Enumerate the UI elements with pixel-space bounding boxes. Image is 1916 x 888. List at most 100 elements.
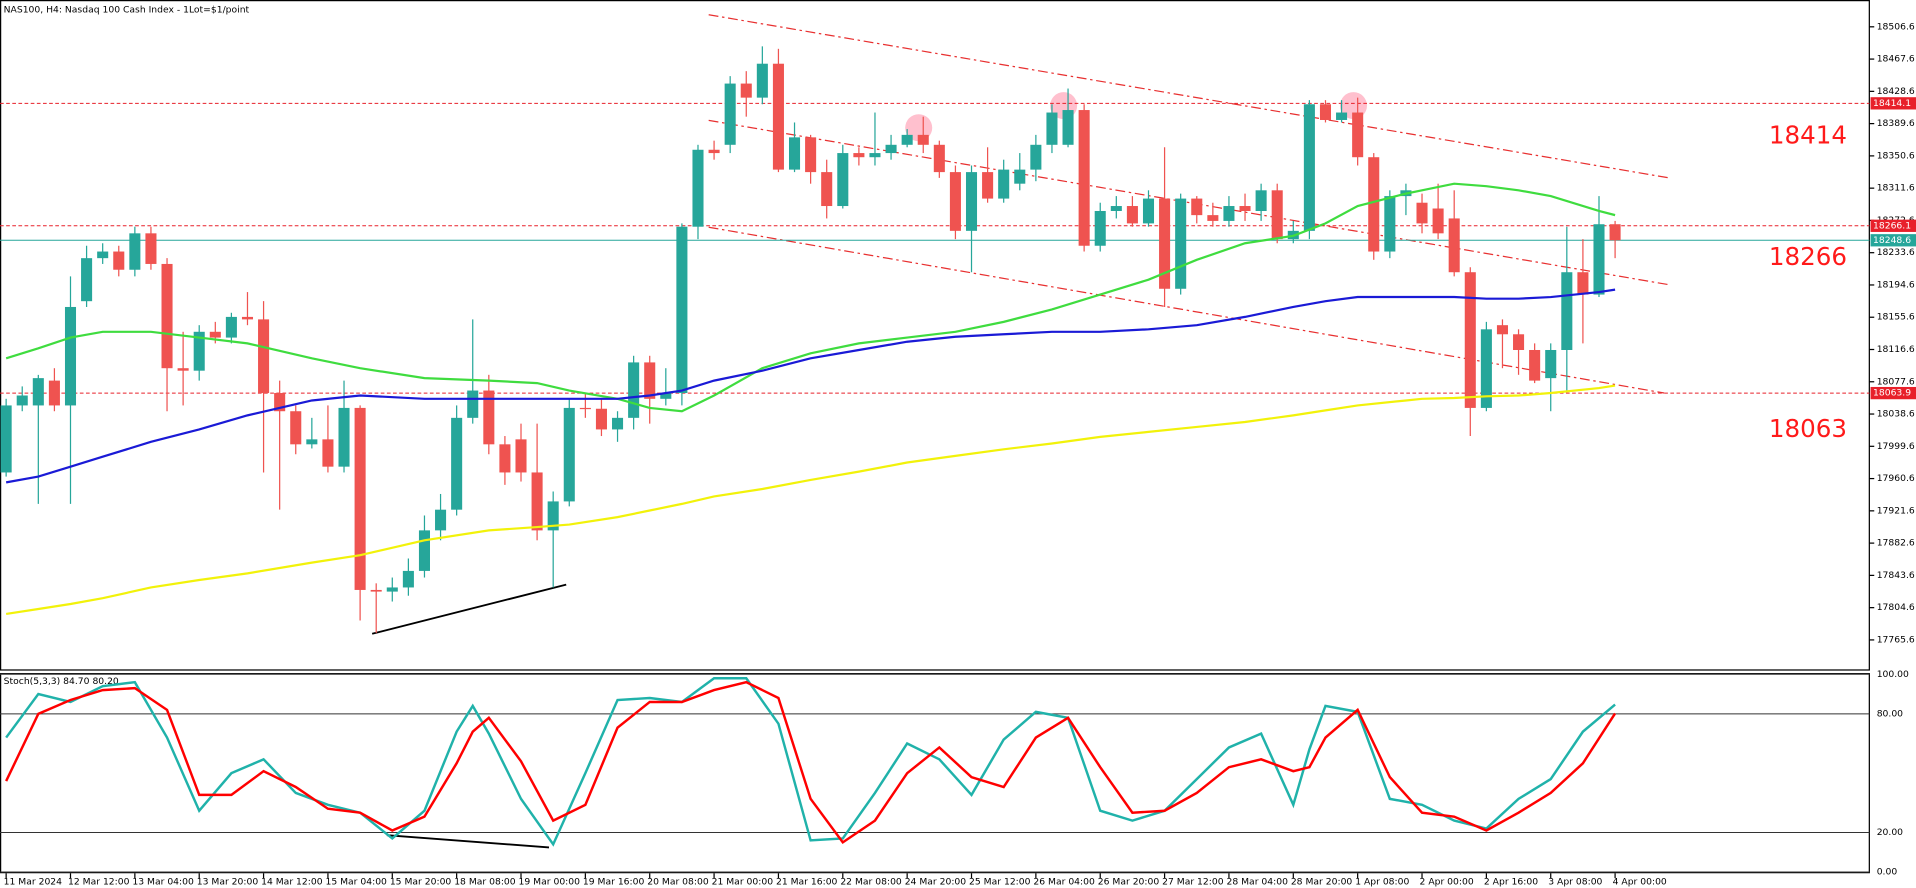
price-label-box [1870,234,1916,247]
candle-body [1529,349,1541,381]
y-tick-label: 18428.6 [1877,86,1915,97]
candle-body [531,472,543,531]
candle-body [821,172,833,207]
candle-body [48,380,60,406]
y-tick-label: 18467.6 [1877,54,1915,65]
y-tick-label: 17843.6 [1877,570,1915,581]
candle-body [274,393,286,412]
candle-body [161,263,173,369]
candle-body [290,411,302,445]
candle-body [1464,272,1476,408]
indicator-line [5,680,1617,845]
price-label-box [1870,219,1916,232]
x-tick-label: 12 Mar 12:00 [68,876,130,887]
y-tick-label: 17921.6 [1877,505,1915,516]
candle-body [1175,198,1187,289]
candle-body [837,153,849,207]
y-tick-label: 17765.6 [1877,634,1915,645]
y-tick-label: 18506.6 [1877,21,1915,32]
candle-body [177,368,189,371]
y-tick-label: 18038.6 [1877,409,1915,420]
candle-body [467,390,479,418]
candle-body [998,169,1010,199]
candle-body [708,149,720,154]
x-tick-label: 15 Mar 04:00 [325,876,387,887]
candle-body [451,417,463,510]
candle-body [1319,104,1332,120]
divergence-line [386,834,550,849]
candle-body [97,251,109,259]
candle-body [81,258,93,302]
marker-circle [1339,92,1367,120]
x-tick-label: 15 Mar 20:00 [390,876,452,887]
candle-body [515,439,527,473]
candle-body [1191,198,1203,216]
y-tick-label: 80.00 [1877,708,1903,719]
candle-body [676,226,688,394]
candle-body [1094,210,1106,246]
candle-body [241,316,254,320]
candle-body [788,137,801,170]
candle-body [322,439,334,467]
candle-body [660,393,672,399]
x-tick-label: 14 Mar 12:00 [261,876,323,887]
x-tick-label: 24 Mar 20:00 [905,876,967,887]
x-tick-label: 21 Mar 16:00 [776,876,838,887]
y-tick-label: 18155.6 [1877,312,1915,323]
candle-body [0,405,12,473]
candle-body [1368,157,1380,252]
marker-circle [905,114,933,142]
candle-body [258,319,270,394]
x-tick-label: 25 Mar 12:00 [969,876,1031,887]
candle-body [1609,224,1621,241]
candle-body [1239,206,1251,211]
x-tick-label: 26 Mar 04:00 [1033,876,1095,887]
level-annotation: 18266 [1769,242,1847,271]
stoch-title: Stoch(5,3,3) 84.70 80.20 [4,676,119,687]
level-annotation: 18063 [1769,414,1847,443]
candle-body [1448,218,1460,273]
candle-body [145,233,157,264]
channel-lower [708,226,1665,394]
divergence-line [371,583,567,635]
candle-body [1545,349,1557,379]
candle-body [949,172,961,231]
y-tick-label: 18311.6 [1877,183,1915,194]
candle-body [595,408,607,430]
price-label: 18248.6 [1873,235,1911,246]
price-label: 18414.1 [1873,98,1911,109]
y-tick-label: 100.00 [1877,669,1909,680]
candle-body [772,63,784,170]
y-tick-label: 18077.6 [1877,376,1915,387]
candle-body [805,137,817,173]
candle-body [917,134,929,145]
candle-body [1271,190,1283,240]
candle-body [692,149,704,227]
y-tick-label: 18350.6 [1877,150,1915,161]
candle-body [901,134,913,145]
candle-body [113,251,125,270]
candle-body [885,144,897,154]
y-tick-label: 18233.6 [1877,247,1915,258]
candle-body [869,153,881,158]
chart-title: NAS100, H4: Nasdaq 100 Cash Index - 1Lot… [4,4,250,15]
candle-body [1432,208,1444,234]
candle-body [933,144,945,173]
y-tick-label: 0.00 [1877,867,1898,878]
candle-body [370,589,382,592]
candle-body [1303,104,1315,231]
x-tick-label: 11 Mar 2024 [4,876,62,887]
candle-body [1078,110,1090,246]
candle-body [965,172,978,231]
x-tick-label: 18 Mar 08:00 [454,876,516,887]
level-annotation: 18414 [1769,120,1847,149]
candle-body [1030,144,1042,170]
price-label: 18266.1 [1873,220,1911,231]
candle-body [1207,215,1219,221]
x-tick-label: 13 Mar 20:00 [197,876,259,887]
candle-body [209,331,221,338]
x-tick-label: 21 Mar 00:00 [712,876,774,887]
x-tick-label: 28 Mar 20:00 [1291,876,1353,887]
candle-body [16,395,28,406]
